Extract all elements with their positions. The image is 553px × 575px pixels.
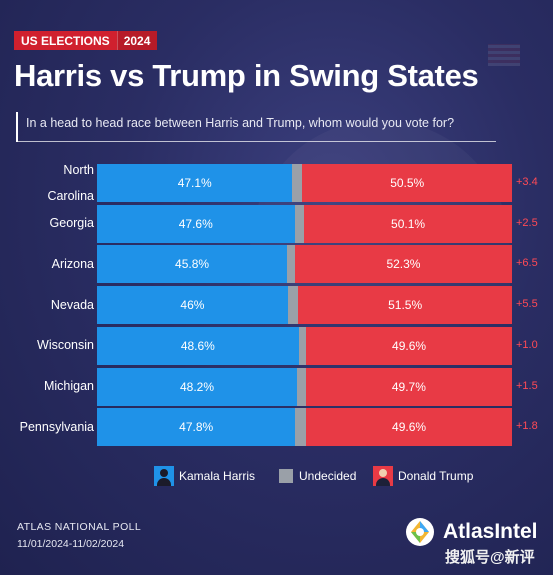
trump-bar [302,164,512,202]
state-label: Nevada [0,286,94,324]
election-tag-year: 2024 [116,31,158,50]
watermark: 搜狐号@新评 [445,549,535,566]
chart-row: Nevada 46% 51.5% +5.5 [0,286,553,325]
undecided-bar [287,245,295,284]
chart-row: Georgia 47.6% 50.1% +2.5 [0,204,553,243]
trump-value-label: 51.5% [388,298,423,313]
harris-bar [97,408,296,447]
atlasintel-logo-icon [406,518,434,546]
margin-label: +2.5 [516,216,538,229]
chart-row: Arizona 45.8% 52.3% +6.5 [0,245,553,284]
question-underline [16,141,496,142]
trump-value-label: 49.6% [392,338,427,353]
legend-item-harris: Kamala Harris [154,465,255,487]
chart-title: Harris vs Trump in Swing States [14,58,479,93]
state-label-line: Michigan [43,379,94,393]
harris-value-label: 48.2% [179,379,215,394]
trump-bar [298,286,512,325]
harris-value-label: 45.8% [175,257,210,272]
harris-bar [97,245,288,284]
margin-label: +5.5 [516,298,538,311]
legend-label-undecided: Undecided [299,469,357,483]
undecided-bar [287,286,299,325]
state-label: Arizona [0,245,94,283]
trump-bar [304,204,512,243]
margin-label: +3.4 [516,176,538,188]
trump-value-label: 50.1% [391,216,426,231]
harris-bar [97,367,298,406]
harris-bar [97,164,293,202]
state-label-line: Pennsylvania [19,419,94,434]
state-label: Wisconsin [0,327,94,365]
poll-name: ATLAS NATIONAL POLL [17,521,142,533]
trump-bar [294,245,512,284]
legend-item-undecided: Undecided [279,465,356,487]
harris-value-label: 46% [180,298,205,313]
chart-row: Michigan 48.2% 49.7% +1.5 [0,367,553,406]
margin-label: +6.5 [516,257,538,270]
undecided-bar [295,408,307,447]
trump-bar [306,326,512,365]
trump-value-label: 52.3% [386,257,421,272]
legend-label-harris: Kamala Harris [179,469,256,483]
state-label-line: North [63,162,94,177]
trump-value-label: 49.6% [392,420,427,435]
trump-bar [305,367,512,406]
state-label: North Carolina [0,162,94,203]
state-label: Pennsylvania [0,408,94,446]
harris-bar [97,286,288,325]
chart-row: Wisconsin 48.6% 49.6% +1.0 [0,326,553,365]
poll-dates: 11/01/2024-11/02/2024 [17,538,125,550]
harris-value-label: 47.6% [178,216,213,231]
state-label-line: Arizona [51,256,94,271]
atlasintel-brand: AtlasIntel [405,517,538,547]
harris-bar [97,326,299,365]
harris-value-label: 47.8% [179,420,214,435]
state-label: Michigan [0,368,94,406]
harris-value-label: 48.6% [180,338,215,353]
chart-legend: Kamala Harris Undecided Donald Trump [0,465,553,487]
question-accent-line [16,112,18,142]
legend-label-trump: Donald Trump [398,469,474,483]
trump-value-label: 49.7% [391,379,426,394]
harris-portrait-icon [154,466,174,486]
brand-name: AtlasIntel [443,520,538,543]
election-tag: US ELECTIONS 2024 [14,31,158,50]
state-label-line: Georgia [49,216,94,231]
state-label-line: Carolina [47,188,94,203]
state-label-line: Nevada [50,297,94,312]
election-tag-category: US ELECTIONS [14,31,117,50]
undecided-bar [292,164,303,202]
harris-value-label: 47.1% [177,176,212,190]
chart-row: North Carolina 47.1% 50.5% +3.4 [0,162,553,203]
harris-bar [97,204,295,243]
margin-label: +1.8 [516,420,538,433]
trump-value-label: 50.5% [390,176,425,190]
legend-item-trump: Donald Trump [373,465,473,487]
chart-row: Pennsylvania 47.8% 49.6% +1.8 [0,408,553,447]
margin-label: +1.0 [516,338,538,351]
margin-label: +1.5 [516,379,538,392]
flag-background [488,44,520,66]
undecided-bar [294,204,305,243]
swing-state-bar-chart: North Carolina 47.1% 50.5% +3.4 Georgia 47.6% 5… [0,162,553,447]
undecided-bar [297,367,306,406]
trump-portrait-icon [373,466,393,486]
undecided-swatch [279,469,293,483]
question-box: In a head to head race between Harris an… [16,112,496,142]
poll-question: In a head to head race between Harris an… [26,116,455,130]
trump-bar [306,408,512,447]
undecided-bar [298,326,307,365]
state-label-line: Wisconsin [37,338,94,353]
state-label: Georgia [0,205,94,243]
